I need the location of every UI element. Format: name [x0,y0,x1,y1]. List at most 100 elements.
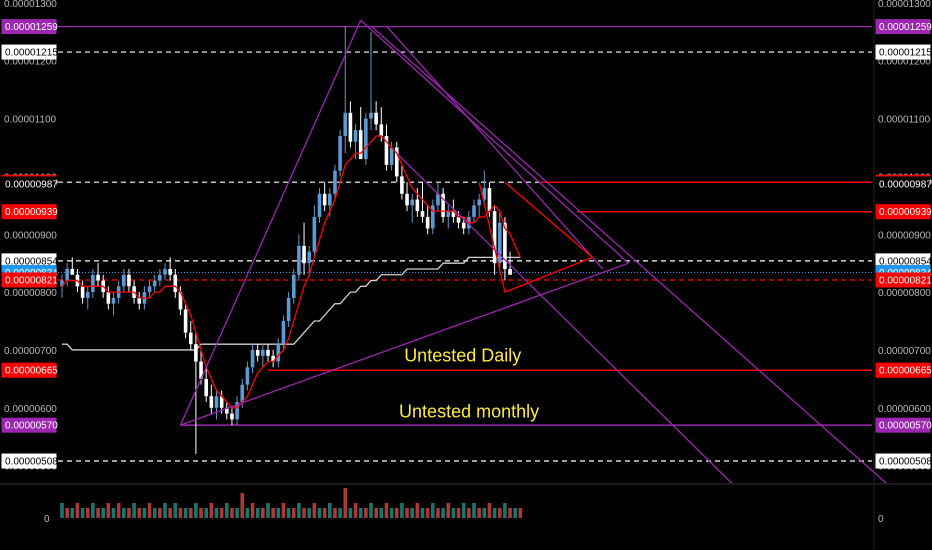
volume-bar-78 [461,503,466,518]
candle-body-65 [394,147,399,177]
candle-body-22 [173,274,178,293]
volume-bar-77 [456,508,461,518]
trend-line-0[interactable] [179,19,362,426]
volume-bar-50 [317,508,322,518]
candle-body-35 [240,384,245,403]
volume-bar-68 [410,508,414,518]
price-tick-right-0: 0.00001300 [878,0,931,10]
volume-bar-11 [116,503,121,518]
volume-bar-48 [307,508,311,518]
price-tick-right-5: 0.00000800 [878,288,931,299]
volume-bar-14 [132,503,136,518]
price-tag-label-right-0: 0.00001259 [879,22,932,33]
candle-body-68 [410,199,414,206]
volume-bar-0 [60,503,64,518]
candle-body-18 [152,280,157,287]
price-tag-label-right-4: 0.00000939 [879,207,932,218]
volume-bar-83 [487,503,492,518]
trend-line-3[interactable] [385,25,604,270]
volume-bar-46 [297,503,301,518]
price-tag-label-right-5: 0.00000854 [879,256,932,267]
price-tag-label-left-9: 0.00000570 [5,421,58,432]
volume-bar-30 [214,508,219,518]
volume-bar-6 [91,503,95,518]
candle-body-50 [317,193,322,217]
trend-line-2[interactable] [180,262,629,426]
candle-body-42 [276,344,281,362]
price-tag-label-left-0: 0.00001259 [5,22,58,33]
volume-bar-22 [173,503,178,518]
candle-body-66 [400,176,404,194]
candle-body-60 [369,112,373,119]
volume-bar-84 [492,508,497,518]
volume-bar-47 [302,508,306,518]
volume-bar-29 [209,503,214,518]
volume-bar-10 [111,508,116,518]
candle-body-87 [508,268,512,275]
volume-bar-76 [451,508,456,518]
volume-bar-24 [183,508,188,518]
price-tag-right-7 [875,272,931,288]
volume-bar-81 [477,508,481,518]
volume-bar-80 [472,503,476,518]
volume-bar-2 [70,508,75,518]
candle-body-38 [255,349,260,356]
trend-line-5[interactable] [396,152,732,484]
annotation-untested-daily: Untested Daily [404,346,521,366]
volume-bar-1 [65,508,69,518]
trend-line-6[interactable] [478,181,594,293]
candle-body-58 [358,130,363,160]
volume-bar-7 [96,508,100,518]
volume-bar-13 [127,508,131,518]
candle-body-85 [497,222,502,264]
trend-line-1[interactable] [360,19,629,264]
candle-body-48 [307,251,311,264]
candle-body-63 [384,135,389,165]
candle-body-15 [137,297,142,304]
volume-bar-31 [219,508,224,518]
volume-bar-57 [353,503,358,518]
candle-body-72 [431,205,435,229]
price-tag-label-right-8: 0.00000665 [879,366,932,377]
price-tag-right-4 [875,204,931,220]
volume-bar-60 [369,503,373,518]
candle-body-82 [482,187,487,200]
volume-bar-65 [394,508,399,518]
volume-bar-74 [441,508,445,518]
candle-body-75 [446,211,451,217]
price-tag-label-left-5: 0.00000854 [5,256,58,267]
candle-body-27 [199,361,203,379]
volume-bar-54 [338,508,342,518]
price-tag-left-1 [1,44,57,60]
candle-body-56 [348,112,353,142]
price-tag-left-9 [1,417,57,433]
candle-body-13 [127,274,131,287]
volume-axis-label-right: 0 [878,514,884,525]
price-tick-left-6: 0.00000700 [4,346,57,357]
volume-bar-69 [415,503,420,518]
price-tag-left-3 [1,176,57,192]
price-tag-label-right-7: 0.00000821 [879,275,932,286]
volume-bar-43 [281,503,286,518]
volume-bar-5 [85,508,90,518]
volume-bar-40 [266,503,270,518]
candle-body-47 [302,245,306,264]
volume-bar-79 [467,508,471,518]
candle-body-31 [219,396,224,408]
trend-line-4[interactable] [370,25,887,484]
volume-bar-67 [405,508,409,518]
volume-bar-33 [230,508,234,518]
volume-bar-25 [188,508,193,518]
candle-body-10 [111,297,116,304]
candle-body-33 [230,413,234,420]
candle-body-80 [472,205,476,217]
price-tag-right-8 [875,362,931,378]
price-tag-left-7 [1,272,57,288]
candle-body-21 [168,268,172,275]
volume-bar-71 [425,508,430,518]
candle-body-37 [250,349,255,368]
candle-body-43 [281,321,286,345]
candle-body-44 [286,297,291,322]
volume-bar-64 [389,508,394,518]
